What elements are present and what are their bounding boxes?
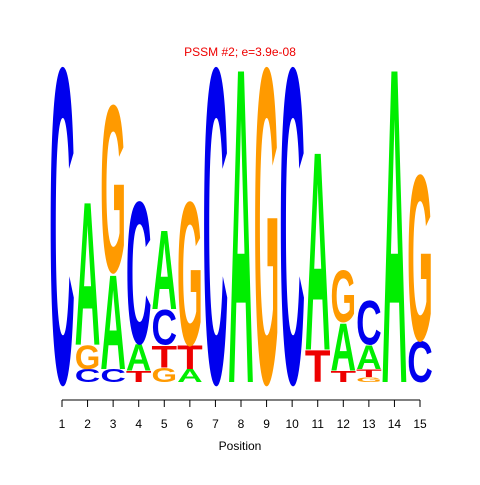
logo-letter: A: [305, 91, 331, 409]
logo-letter: C: [100, 366, 126, 386]
logo-letter: C: [151, 301, 177, 356]
logo-letter: T: [126, 368, 152, 385]
x-tick-label: 8: [238, 417, 245, 431]
logo-letter: A: [382, 0, 408, 478]
logo-letter: T: [356, 367, 382, 380]
x-tick-label: 4: [135, 417, 142, 431]
x-tick-label: 7: [212, 417, 219, 431]
logo-letter: G: [331, 256, 357, 339]
logo-letter: T: [151, 340, 177, 375]
chart-title: PSSM #2; e=3.9e-08: [184, 45, 296, 59]
logo-letter: A: [75, 159, 101, 389]
x-tick-label: 1: [59, 417, 66, 431]
logo-letter: A: [177, 366, 203, 386]
x-tick-label: 12: [337, 417, 351, 431]
logo-letter: G: [100, 56, 126, 323]
logo-letter: C: [126, 159, 152, 386]
logo-letter: G: [75, 339, 101, 376]
logo-letter: A: [100, 247, 126, 399]
logo-letter: G: [177, 159, 203, 389]
x-axis-label: Position: [219, 439, 262, 453]
logo-letter: C: [203, 0, 229, 478]
logo-letter: G: [254, 0, 280, 478]
logo-letter: A: [331, 310, 357, 386]
logo-letter: C: [356, 287, 382, 358]
x-tick-label: 14: [388, 417, 402, 431]
logo-letter: T: [177, 339, 203, 376]
logo-letter: G: [407, 126, 433, 390]
logo-letter: A: [228, 0, 254, 478]
logo-letter: A: [126, 336, 152, 379]
x-tick-label: 10: [285, 417, 299, 431]
x-tick-label: 2: [84, 417, 91, 431]
logo-letter: G: [356, 376, 382, 384]
logo-letter: C: [279, 0, 305, 478]
x-tick-label: 6: [187, 417, 194, 431]
x-tick-label: 5: [161, 417, 168, 431]
x-tick-label: 9: [263, 417, 270, 431]
x-tick-label: 11: [311, 417, 324, 431]
logo-letter: G: [151, 364, 177, 387]
logo-letter: T: [305, 341, 331, 392]
logo-letter: T: [331, 368, 357, 385]
x-tick-label: 13: [362, 417, 376, 431]
logo-letter: C: [49, 0, 75, 478]
logo-letter: A: [356, 339, 382, 376]
x-tick-label: 3: [110, 417, 117, 431]
logo-letter: C: [407, 330, 433, 395]
logo-letter: C: [75, 366, 101, 386]
logo-letter: A: [151, 207, 177, 333]
x-tick-label: 15: [413, 417, 427, 431]
